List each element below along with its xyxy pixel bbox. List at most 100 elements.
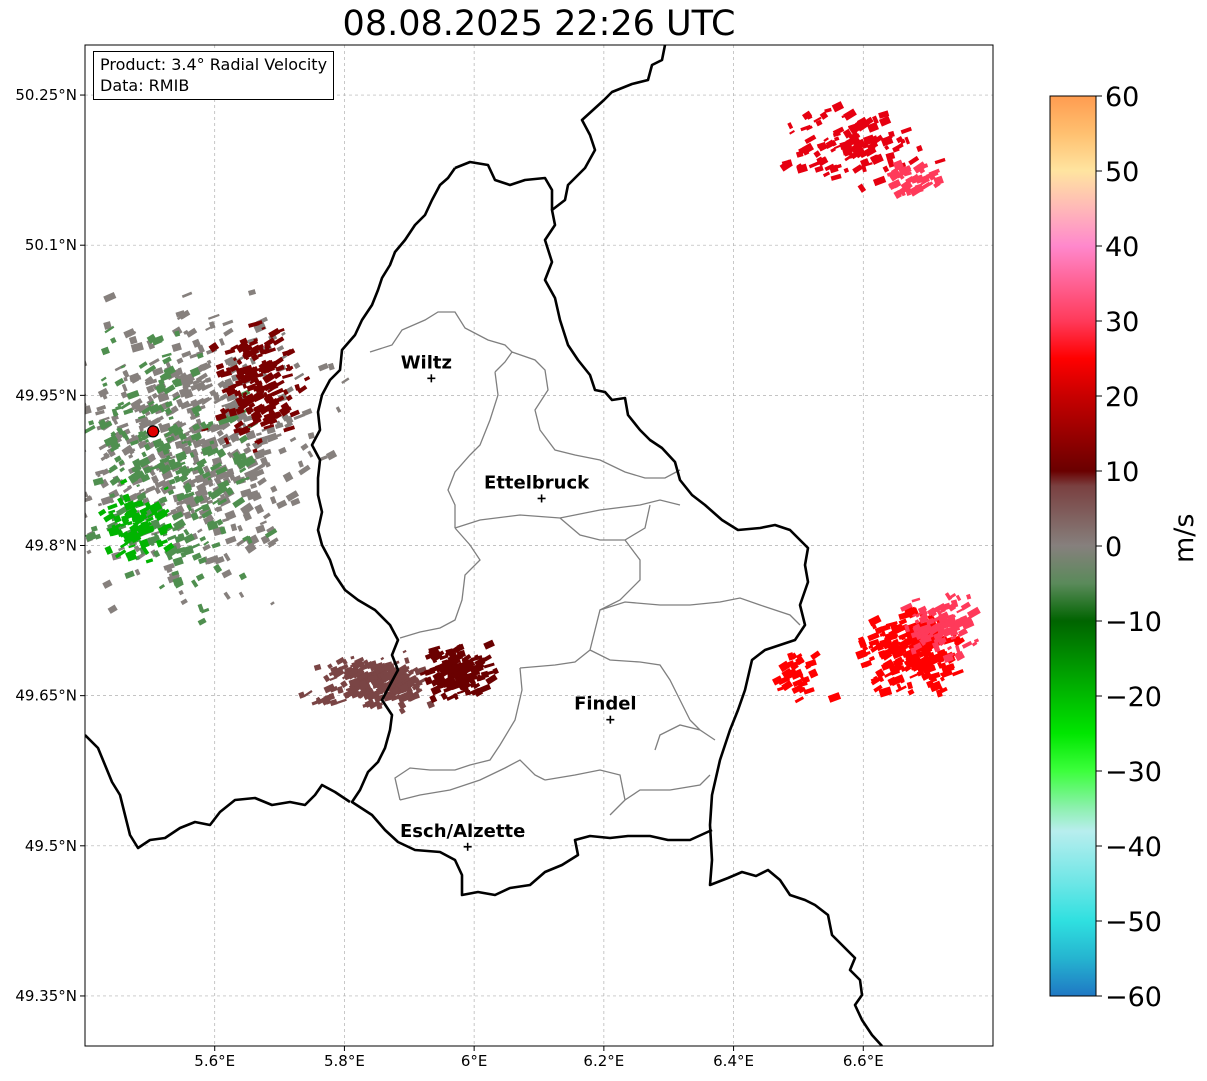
echo-pixel: [373, 694, 385, 703]
echo-pixel: [236, 390, 243, 398]
echo-pixel: [887, 158, 895, 168]
echo-pixel: [485, 674, 498, 685]
echo-pixel: [903, 171, 912, 177]
echo-pixel: [123, 408, 134, 415]
echo-pixel: [189, 367, 201, 378]
echo-pixel: [451, 669, 465, 679]
echo-pixel: [197, 344, 205, 354]
echo-pixel: [252, 448, 258, 454]
echo-pixel: [248, 289, 257, 296]
echo-pixel: [327, 663, 333, 669]
echo-pixel: [137, 440, 148, 450]
echo-pixel: [205, 377, 212, 383]
echo-pixel: [217, 498, 227, 506]
echo-pixel: [133, 545, 141, 553]
echo-pixel: [219, 526, 227, 535]
echo-pixel: [822, 171, 831, 178]
echo-pixel: [300, 443, 309, 451]
echo-pixel: [285, 490, 300, 502]
echo-pixel: [335, 406, 342, 413]
echo-pixel: [145, 439, 150, 443]
echo-pixel: [871, 624, 877, 630]
echo-pixel: [157, 395, 165, 400]
echo-pixel: [429, 694, 438, 704]
echo-pixel: [132, 470, 145, 482]
echo-pixel: [297, 384, 308, 394]
colorbar-label: m/s: [1169, 513, 1200, 563]
echo-pixel: [170, 508, 177, 514]
echo-pixel: [878, 110, 890, 119]
echo-pixel: [183, 528, 190, 536]
echo-pixel: [97, 387, 109, 398]
echo-pixel: [203, 396, 211, 403]
echo-pixel: [245, 397, 256, 406]
map-title: 08.08.2025 22:26 UTC: [342, 4, 736, 44]
echo-pixel: [178, 589, 184, 596]
echo-pixel: [445, 648, 454, 656]
echo-pixel: [258, 405, 268, 416]
echo-pixel: [127, 473, 139, 484]
echo-pixel: [120, 523, 125, 527]
echo-pixel: [804, 134, 817, 145]
echo-pixel: [104, 545, 114, 555]
echo-pixel: [357, 673, 368, 681]
echo-pixel: [175, 546, 186, 555]
echo-pixel: [228, 471, 236, 481]
echo-pixel: [904, 136, 911, 145]
echo-pixel: [271, 356, 284, 368]
echo-pixel: [157, 404, 166, 413]
echo-pixel: [200, 607, 210, 614]
lat-tick-label: 49.35°N: [15, 987, 77, 1005]
echo-pixel: [96, 404, 107, 412]
echo-pixel: [961, 618, 975, 630]
echo-pixel: [918, 615, 929, 624]
echo-pixel: [327, 362, 335, 371]
echo-pixel: [942, 652, 954, 663]
echo-pixel: [863, 661, 870, 668]
echo-pixel: [92, 477, 104, 486]
echo-pixel: [155, 383, 167, 394]
echo-pixel: [148, 358, 160, 367]
lon-tick-label: 5.8°E: [324, 1052, 365, 1070]
echo-pixel: [156, 415, 165, 423]
echo-pixel: [197, 603, 205, 613]
echo-pixel: [419, 669, 431, 676]
echo-pixel: [281, 331, 286, 337]
echo-pixel: [173, 475, 181, 483]
echo-pixel: [246, 384, 255, 392]
echo-pixel: [129, 439, 139, 446]
echo-pixel: [813, 150, 821, 158]
echo-pixel: [955, 594, 962, 602]
echo-pixel: [120, 364, 126, 369]
echo-pixel: [148, 343, 156, 350]
echo-pixel: [183, 329, 189, 335]
echo-pixel: [833, 136, 840, 142]
echo-pixel: [109, 464, 118, 473]
echo-pixel: [898, 631, 910, 640]
echo-pixel: [907, 688, 915, 696]
echo-pixel: [110, 337, 117, 344]
echo-pixel: [233, 420, 244, 430]
echo-pixel: [868, 124, 874, 130]
echo-pixel: [285, 394, 293, 402]
echo-pixel: [926, 625, 933, 632]
echo-pixel: [335, 656, 346, 666]
echo-pixel: [459, 661, 467, 669]
echo-pixel: [155, 539, 164, 548]
echo-pixel: [197, 617, 207, 626]
echo-pixel: [150, 542, 155, 546]
echo-pixel: [933, 645, 941, 653]
west-radar-clutter: [85, 289, 350, 614]
echo-pixel: [873, 684, 883, 693]
map-axes: 5.6°E 5.8°E 6°E 6.2°E 6.4°E 6.6°E 50.25°N 50.1°…: [15, 86, 883, 1070]
echo-pixel: [232, 357, 237, 362]
echo-pixel: [801, 142, 815, 155]
echo-pixel: [367, 660, 378, 669]
echo-pixel: [944, 627, 951, 633]
echo-pixel: [120, 391, 128, 399]
colorbar-tick-label: 60: [1105, 82, 1139, 113]
echo-pixel: [122, 486, 132, 494]
echo-pixel: [939, 676, 945, 682]
echo-pixel: [119, 541, 129, 549]
echo-pixel: [267, 402, 276, 409]
